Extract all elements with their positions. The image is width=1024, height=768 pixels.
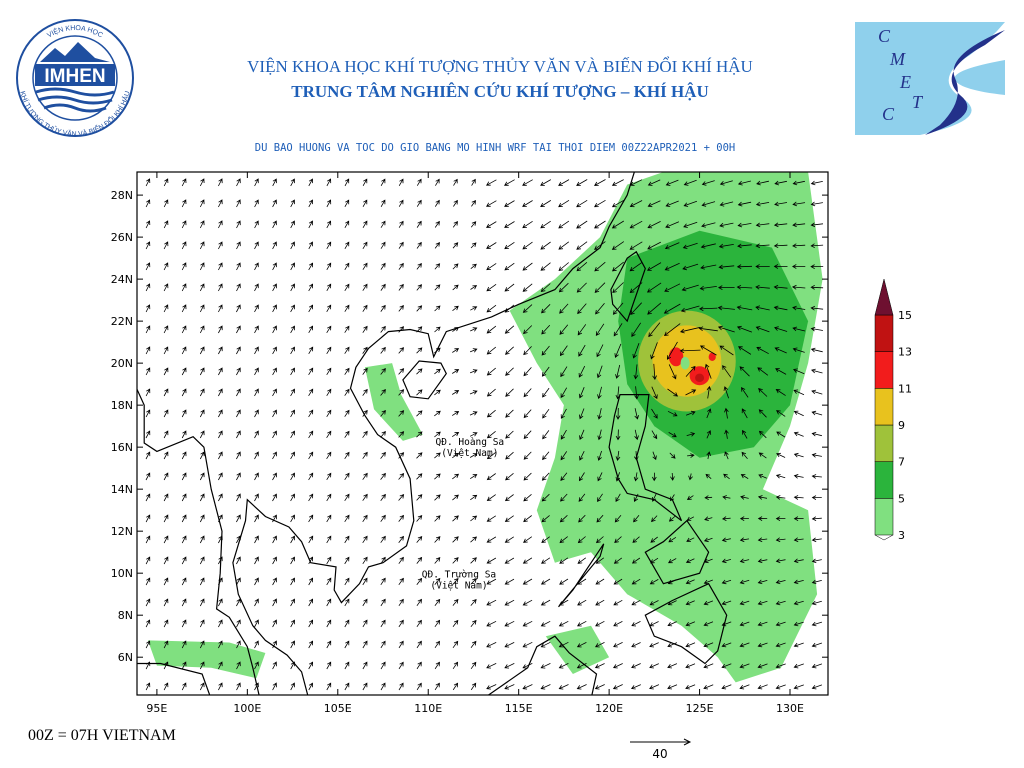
x-tick-label: 100E <box>233 702 261 715</box>
y-tick-label: 6N <box>118 651 133 664</box>
shade-core <box>680 356 690 370</box>
colorbar-label: 11 <box>898 382 912 395</box>
y-tick-label: 22N <box>111 315 133 328</box>
land <box>487 635 598 695</box>
logo-letter: E <box>899 72 911 92</box>
frame <box>136 171 829 696</box>
reference-value: 40 <box>652 747 667 761</box>
map-frame: 95E 100E 105E 110E 115E 120E 125E 130E 6N 8N 10N 12… <box>111 171 829 715</box>
y-tick-label: 24N <box>111 273 133 286</box>
land <box>644 519 710 585</box>
land <box>402 360 448 400</box>
y-tick-label: 18N <box>111 399 133 412</box>
island-label: QĐ. Trường Sa <box>422 569 496 580</box>
y-tick-label: 28N <box>111 189 133 202</box>
logo-left: IMHEN VIỆN KHOA HỌC KHÍ TƯỢNG THỦY VĂN V… <box>16 19 134 138</box>
y-tick-label: 14N <box>111 483 133 496</box>
logo-text: IMHEN <box>44 66 105 87</box>
colorbar-tail <box>874 534 894 541</box>
colorbar-segment <box>874 351 894 389</box>
y-tick-label: 8N <box>118 609 133 622</box>
wind-vectors: QĐ. Hoàng Sa(Việt Nam)QĐ. Trường Sa(Việt… <box>145 178 824 691</box>
x-tick-label: 125E <box>686 702 714 715</box>
x-tick-label: 115E <box>505 702 533 715</box>
land <box>610 250 646 323</box>
logo-letter: C <box>878 26 891 46</box>
shade-core <box>695 373 705 383</box>
reference-vector: 40 <box>630 738 692 761</box>
logo-right <box>855 22 1005 135</box>
wind-arrows <box>145 178 824 691</box>
x-tick-label: 110E <box>414 702 442 715</box>
land <box>137 172 635 695</box>
island-label: (Việt Nam) <box>441 448 498 459</box>
land <box>608 394 683 522</box>
colorbar-label: 13 <box>898 346 912 359</box>
logo-letter: C <box>882 104 895 124</box>
shade-core <box>668 347 684 367</box>
land <box>558 543 605 608</box>
colorbar-segment <box>874 388 894 426</box>
map-title: DU BAO HUONG VA TOC DO GIO BANG MO HINH … <box>255 142 735 154</box>
island-label: QĐ. Hoàng Sa <box>436 437 505 448</box>
x-tick-label: 105E <box>324 702 352 715</box>
colorbar: 3 5 7 9 11 13 15 <box>874 278 912 542</box>
shade-area <box>364 363 423 441</box>
land <box>137 662 211 695</box>
colorbar-label: 7 <box>898 456 905 469</box>
y-tick-label: 26N <box>111 231 133 244</box>
shade-area <box>545 625 610 674</box>
y-tick-label: 20N <box>111 357 133 370</box>
colorbar-segment <box>874 314 894 352</box>
x-tick-label: 130E <box>776 702 804 715</box>
y-tick-label: 12N <box>111 525 133 538</box>
colorbar-segment <box>874 461 894 499</box>
logo-letter: T <box>912 92 924 112</box>
coastline <box>137 172 728 695</box>
y-tick-label: 16N <box>111 441 133 454</box>
y-tick-label: 10N <box>111 567 133 580</box>
map: QĐ. Hoàng Sa(Việt Nam)QĐ. Trường Sa(Việt… <box>137 172 828 695</box>
colorbar-label: 5 <box>898 492 905 505</box>
center-name: TRUNG TÂM NGHIÊN CỨU KHÍ TƯỢNG – KHÍ HẬU <box>291 82 708 101</box>
colorbar-label: 15 <box>898 309 912 322</box>
colorbar-extension <box>874 278 894 316</box>
shade-core <box>708 352 716 362</box>
island-label: (Việt Nam) <box>430 580 487 591</box>
land <box>644 582 728 665</box>
colorbar-label: 9 <box>898 419 905 432</box>
colorbar-segment <box>874 424 894 462</box>
colorbar-label: 3 <box>898 529 905 542</box>
x-tick-label: 95E <box>146 702 167 715</box>
x-tick-label: 120E <box>595 702 623 715</box>
colorbar-segment <box>874 498 894 536</box>
logo-letter: M <box>889 49 906 69</box>
shade-area <box>147 640 266 679</box>
org-name: VIỆN KHOA HỌC KHÍ TƯỢNG THỦY VĂN VÀ BIẾN… <box>247 56 753 76</box>
time-note: 00Z = 07H VIETNAM <box>28 727 176 744</box>
